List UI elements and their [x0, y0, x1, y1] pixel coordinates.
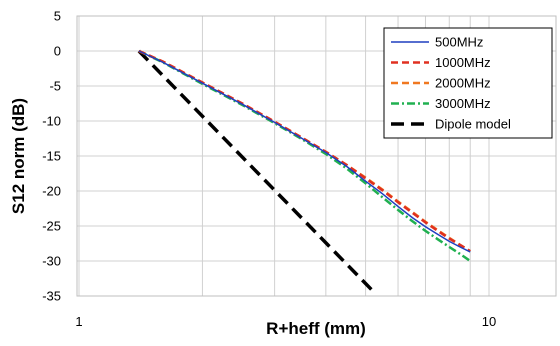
legend-label: 3000MHz — [435, 96, 491, 111]
x-tick-label: 1 — [75, 314, 82, 329]
y-tick-label: -25 — [42, 219, 61, 234]
legend-label: Dipole model — [435, 117, 511, 132]
series — [137, 49, 471, 294]
y-axis-ticks: 5 0 -5 -10 -15 -20 -25 -30 -35 — [42, 9, 61, 304]
y-tick-label: -10 — [42, 114, 61, 129]
y-tick-label: -20 — [42, 184, 61, 199]
series-line-500mhz — [138, 50, 471, 253]
y-axis-title: S12 norm (dB) — [9, 98, 28, 214]
legend-label: 500MHz — [435, 35, 483, 50]
legend: 500MHz 1000MHz 2000MHz 3000MHz Dipole model — [383, 27, 553, 139]
y-tick-label: -35 — [42, 289, 61, 304]
y-tick-label: -15 — [42, 149, 61, 164]
legend-box — [383, 27, 553, 139]
series-line-dipole-model — [137, 49, 376, 294]
x-axis-title: R+heff (mm) — [266, 319, 366, 338]
x-axis-ticks: 1 10 — [75, 314, 496, 329]
plot-area-border — [76, 15, 557, 297]
legend-label: 1000MHz — [435, 55, 491, 70]
y-tick-label: -30 — [42, 254, 61, 269]
y-tick-label: 0 — [54, 44, 61, 59]
y-tick-label: 5 — [54, 9, 61, 24]
legend-label: 2000MHz — [435, 76, 491, 91]
x-tick-label: 10 — [482, 314, 496, 329]
y-tick-label: -5 — [49, 79, 61, 94]
